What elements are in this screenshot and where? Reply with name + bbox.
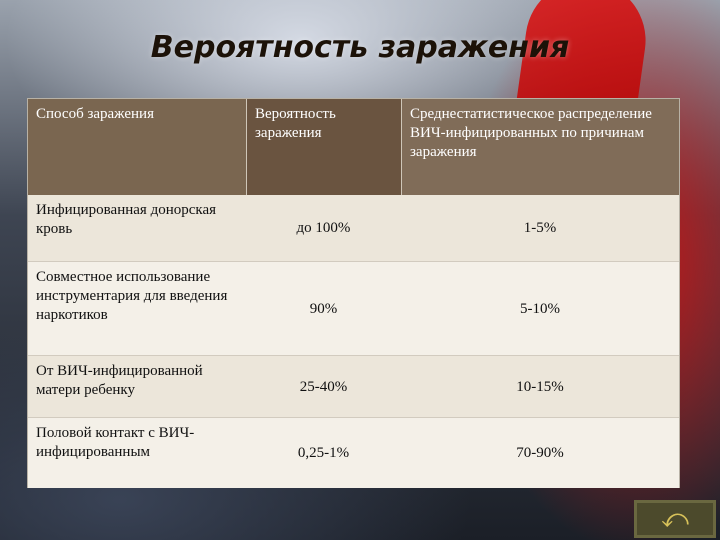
return-button[interactable]: ⤺ (634, 500, 716, 538)
header-probability: Вероятность заражения (246, 99, 401, 195)
row-probability: до 100% (296, 219, 351, 236)
table-row: Инфицированная донорская кровь до 100% 1… (28, 195, 679, 261)
table-row: Совместное использование инструментария … (28, 261, 679, 356)
infection-probability-table: Способ заражения Вероятность заражения С… (27, 98, 680, 488)
table-row: От ВИЧ-инфицированной матери ребенку 25-… (28, 355, 679, 418)
slide-title: Вероятность заражения (150, 30, 570, 65)
row-probability: 0,25-1% (297, 444, 350, 461)
row-distribution: 5-10% (520, 300, 560, 317)
row-method: Инфицированная донорская кровь (36, 202, 216, 237)
row-distribution: 10-15% (516, 378, 564, 395)
row-distribution: 70-90% (516, 444, 564, 461)
row-method: От ВИЧ-инфицированной матери ребенку (36, 363, 203, 398)
row-distribution: 1-5% (523, 219, 557, 236)
header-method: Способ заражения (28, 99, 246, 195)
row-method: Половой контакт с ВИЧ-инфицированным (36, 425, 195, 460)
row-method: Совместное использование инструментария … (36, 269, 228, 323)
row-probability: 90% (309, 300, 338, 317)
table-row: Половой контакт с ВИЧ-инфицированным 0,2… (28, 417, 679, 488)
table-header-row: Способ заражения Вероятность заражения С… (28, 99, 679, 195)
header-distribution: Среднестатистическое распределение ВИЧ-и… (401, 99, 679, 195)
return-arrow-icon: ⤺ (661, 503, 689, 534)
row-probability: 25-40% (299, 378, 348, 395)
